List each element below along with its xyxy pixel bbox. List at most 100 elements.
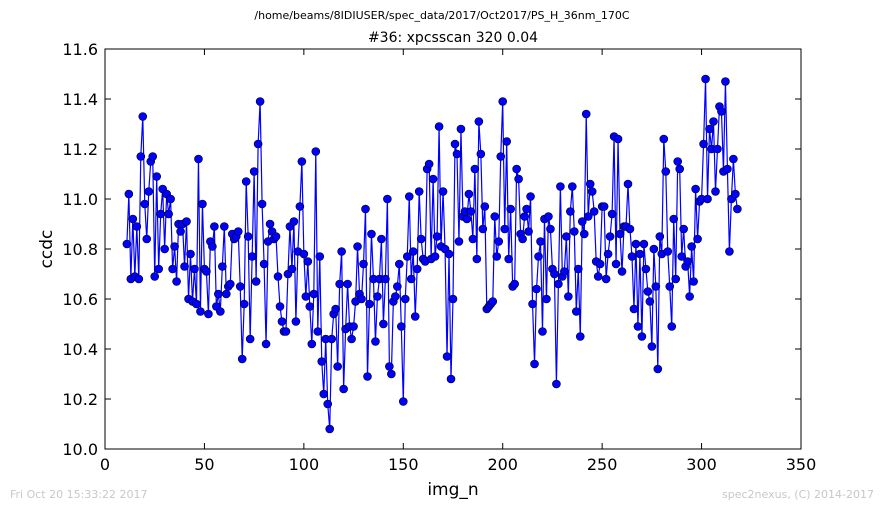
data-point	[432, 232, 442, 241]
y-tick-label: 11.2	[62, 140, 98, 159]
data-point	[651, 282, 661, 291]
data-point	[627, 252, 637, 261]
data-point	[669, 214, 679, 224]
data-point	[685, 292, 694, 301]
data-point	[476, 149, 486, 159]
data-point	[134, 274, 144, 284]
data-point	[528, 299, 537, 309]
data-point	[488, 297, 498, 306]
data-point	[581, 109, 591, 119]
data-point	[691, 184, 700, 194]
data-point	[281, 327, 291, 336]
data-point	[277, 317, 287, 326]
data-point	[544, 212, 553, 221]
series-layer	[122, 74, 742, 434]
ticks-layer: 0 50 100 150 200 250 300 350 10.0 10.2 10.4 10.6 10.…	[62, 40, 816, 474]
data-point	[562, 232, 571, 241]
data-point	[542, 294, 551, 304]
data-point	[273, 272, 283, 281]
data-point	[333, 362, 342, 371]
data-point	[335, 279, 344, 289]
data-point	[271, 232, 281, 241]
data-point	[510, 279, 519, 289]
data-point	[192, 299, 201, 309]
x-tick-label: 150	[388, 455, 419, 474]
data-point	[168, 264, 177, 274]
y-tick-label: 10.4	[62, 340, 98, 359]
data-point	[251, 277, 261, 286]
data-point	[395, 259, 404, 269]
data-point	[717, 107, 726, 116]
data-point	[731, 189, 740, 199]
data-point	[150, 272, 160, 281]
data-point	[713, 144, 722, 154]
data-point	[631, 239, 641, 249]
y-tick-label: 11.0	[62, 190, 98, 209]
data-point	[144, 187, 154, 196]
data-point	[164, 209, 173, 219]
data-point	[689, 277, 698, 286]
data-point	[247, 252, 257, 261]
data-point	[568, 182, 577, 191]
data-point	[156, 209, 165, 219]
data-point	[391, 292, 400, 301]
data-point	[373, 292, 382, 301]
data-point	[140, 199, 150, 209]
data-point	[633, 322, 643, 331]
data-point	[196, 307, 205, 316]
data-point	[639, 239, 649, 249]
data-point	[261, 339, 271, 349]
x-tick-label: 200	[487, 455, 518, 474]
data-point	[546, 224, 555, 234]
data-point	[643, 287, 653, 296]
data-point	[442, 352, 452, 361]
data-point	[396, 322, 406, 331]
data-point	[317, 357, 327, 366]
data-point	[305, 302, 315, 311]
data-point	[494, 237, 504, 246]
data-point	[176, 227, 185, 236]
data-point	[210, 222, 219, 231]
data-point	[709, 117, 718, 126]
data-point	[538, 327, 547, 336]
data-point	[456, 124, 466, 134]
data-point	[587, 187, 597, 196]
chart-title: #36: xpcsscan 320 0.04	[367, 30, 539, 46]
data-point	[725, 247, 734, 256]
data-point	[377, 234, 386, 244]
data-point	[202, 267, 211, 276]
data-point	[593, 272, 603, 281]
data-point	[575, 332, 585, 341]
data-point	[637, 332, 647, 341]
data-point	[379, 319, 388, 329]
data-point	[186, 249, 195, 259]
data-point	[160, 244, 169, 254]
data-point	[241, 177, 251, 186]
data-point	[478, 224, 488, 234]
data-point	[607, 209, 617, 219]
data-point	[492, 252, 502, 261]
data-point	[198, 199, 207, 209]
data-point	[124, 189, 134, 199]
data-point	[566, 207, 575, 216]
data-point	[462, 214, 472, 224]
data-point	[412, 264, 422, 274]
data-point	[339, 384, 348, 394]
data-point	[504, 254, 513, 264]
data-point	[257, 199, 267, 209]
data-point	[265, 219, 275, 229]
data-point	[408, 247, 418, 256]
data-point	[573, 264, 583, 274]
data-point	[464, 189, 474, 199]
data-point	[705, 124, 714, 134]
y-tick-label: 10.6	[62, 290, 98, 309]
data-point	[536, 237, 545, 246]
data-point	[693, 234, 702, 244]
data-point	[430, 252, 440, 261]
data-point	[353, 242, 362, 251]
data-point	[564, 292, 573, 301]
data-point	[733, 204, 742, 214]
data-point	[132, 222, 142, 231]
data-point	[319, 389, 329, 399]
data-point	[661, 167, 671, 176]
